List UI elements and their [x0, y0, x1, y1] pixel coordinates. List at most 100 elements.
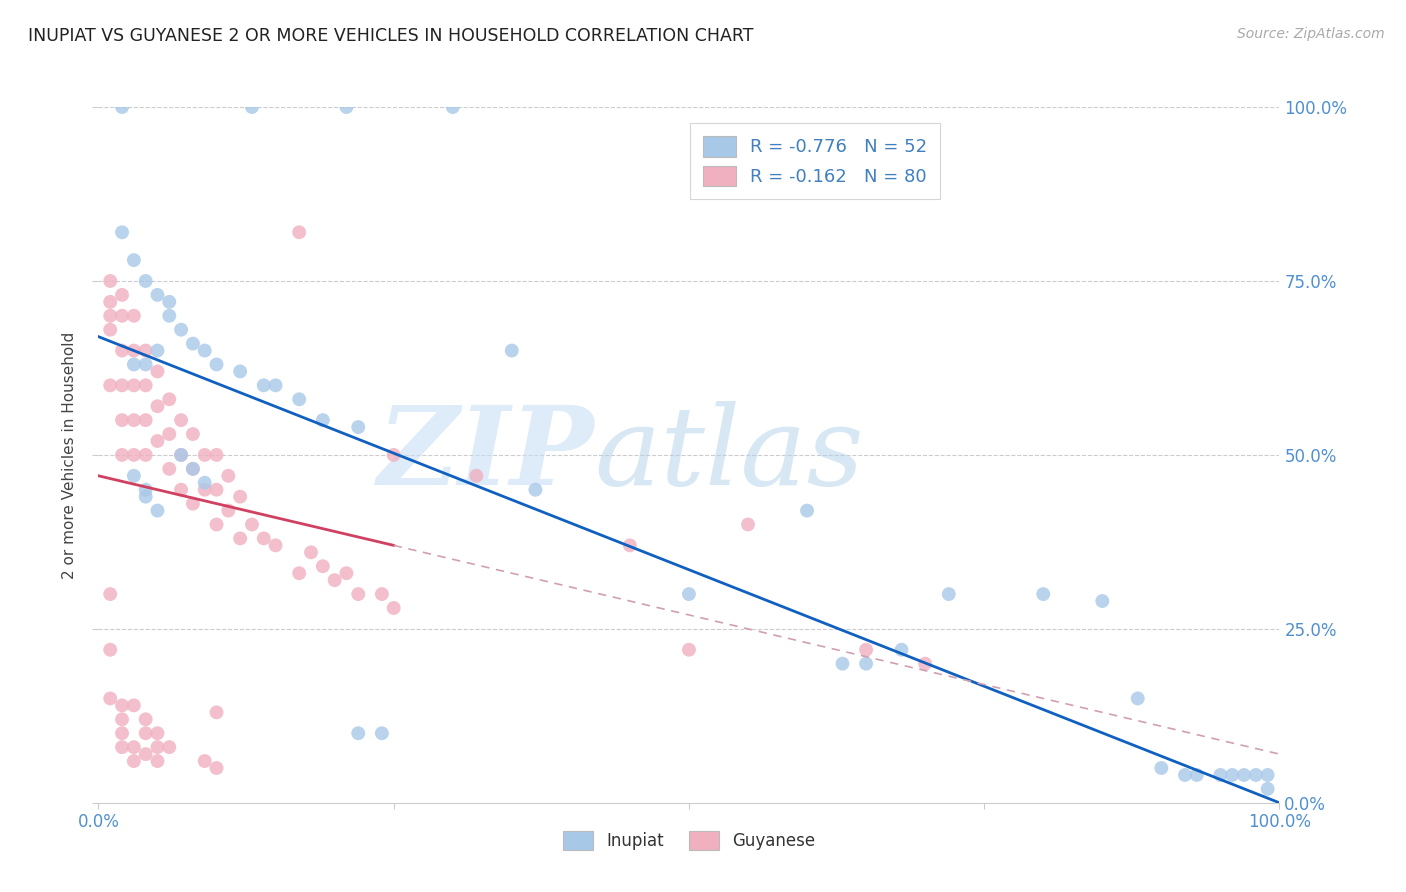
Point — [135, 483, 157, 497]
Point — [855, 657, 877, 671]
Point — [1257, 768, 1279, 782]
Point — [205, 358, 228, 372]
Point — [205, 448, 228, 462]
Point — [98, 691, 121, 706]
Point — [1233, 768, 1256, 782]
Point — [146, 364, 169, 378]
Point — [146, 754, 169, 768]
Point — [111, 288, 134, 302]
Point — [157, 427, 180, 442]
Point — [157, 740, 180, 755]
Point — [312, 413, 335, 427]
Text: INUPIAT VS GUYANESE 2 OR MORE VEHICLES IN HOUSEHOLD CORRELATION CHART: INUPIAT VS GUYANESE 2 OR MORE VEHICLES I… — [28, 27, 754, 45]
Point — [135, 343, 157, 358]
Point — [796, 503, 818, 517]
Point — [122, 448, 145, 462]
Point — [323, 573, 346, 587]
Point — [98, 323, 121, 337]
Point — [98, 294, 121, 309]
Point — [181, 427, 204, 442]
Point — [831, 657, 853, 671]
Point — [288, 392, 311, 407]
Point — [111, 309, 134, 323]
Point — [146, 343, 169, 358]
Point — [135, 448, 157, 462]
Point — [678, 642, 700, 657]
Point — [111, 343, 134, 358]
Point — [135, 274, 157, 288]
Point — [170, 323, 193, 337]
Point — [98, 378, 121, 392]
Point — [194, 343, 217, 358]
Point — [890, 642, 912, 657]
Point — [194, 448, 217, 462]
Point — [382, 448, 405, 462]
Point — [205, 761, 228, 775]
Point — [111, 726, 134, 740]
Point — [299, 545, 322, 559]
Point — [122, 358, 145, 372]
Point — [1257, 781, 1279, 796]
Point — [1185, 768, 1208, 782]
Point — [229, 490, 252, 504]
Point — [441, 100, 464, 114]
Point — [122, 698, 145, 713]
Point — [146, 434, 169, 448]
Point — [678, 587, 700, 601]
Text: Source: ZipAtlas.com: Source: ZipAtlas.com — [1237, 27, 1385, 41]
Point — [335, 100, 357, 114]
Point — [194, 483, 217, 497]
Point — [135, 378, 157, 392]
Point — [335, 566, 357, 581]
Point — [347, 587, 370, 601]
Point — [619, 538, 641, 552]
Point — [205, 517, 228, 532]
Point — [135, 712, 157, 726]
Point — [135, 747, 157, 761]
Point — [135, 490, 157, 504]
Point — [157, 462, 180, 476]
Point — [181, 462, 204, 476]
Point — [1244, 768, 1267, 782]
Legend: Inupiat, Guyanese: Inupiat, Guyanese — [555, 824, 823, 857]
Y-axis label: 2 or more Vehicles in Household: 2 or more Vehicles in Household — [62, 331, 77, 579]
Point — [264, 538, 287, 552]
Point — [288, 566, 311, 581]
Point — [1220, 768, 1243, 782]
Point — [205, 706, 228, 720]
Point — [122, 309, 145, 323]
Point — [170, 483, 193, 497]
Point — [146, 740, 169, 755]
Point — [1174, 768, 1197, 782]
Point — [170, 448, 193, 462]
Point — [1032, 587, 1054, 601]
Point — [135, 726, 157, 740]
Point — [170, 448, 193, 462]
Point — [371, 726, 394, 740]
Point — [146, 399, 169, 413]
Point — [181, 462, 204, 476]
Point — [240, 517, 263, 532]
Point — [98, 587, 121, 601]
Point — [240, 100, 263, 114]
Point — [122, 253, 145, 268]
Point — [111, 100, 134, 114]
Point — [170, 413, 193, 427]
Point — [1091, 594, 1114, 608]
Point — [111, 698, 134, 713]
Point — [122, 413, 145, 427]
Point — [122, 468, 145, 483]
Point — [98, 309, 121, 323]
Point — [146, 503, 169, 517]
Point — [217, 503, 239, 517]
Point — [194, 475, 217, 490]
Point — [229, 532, 252, 546]
Point — [229, 364, 252, 378]
Point — [135, 413, 157, 427]
Point — [194, 754, 217, 768]
Point — [217, 468, 239, 483]
Point — [111, 225, 134, 239]
Point — [122, 740, 145, 755]
Point — [111, 413, 134, 427]
Point — [382, 601, 405, 615]
